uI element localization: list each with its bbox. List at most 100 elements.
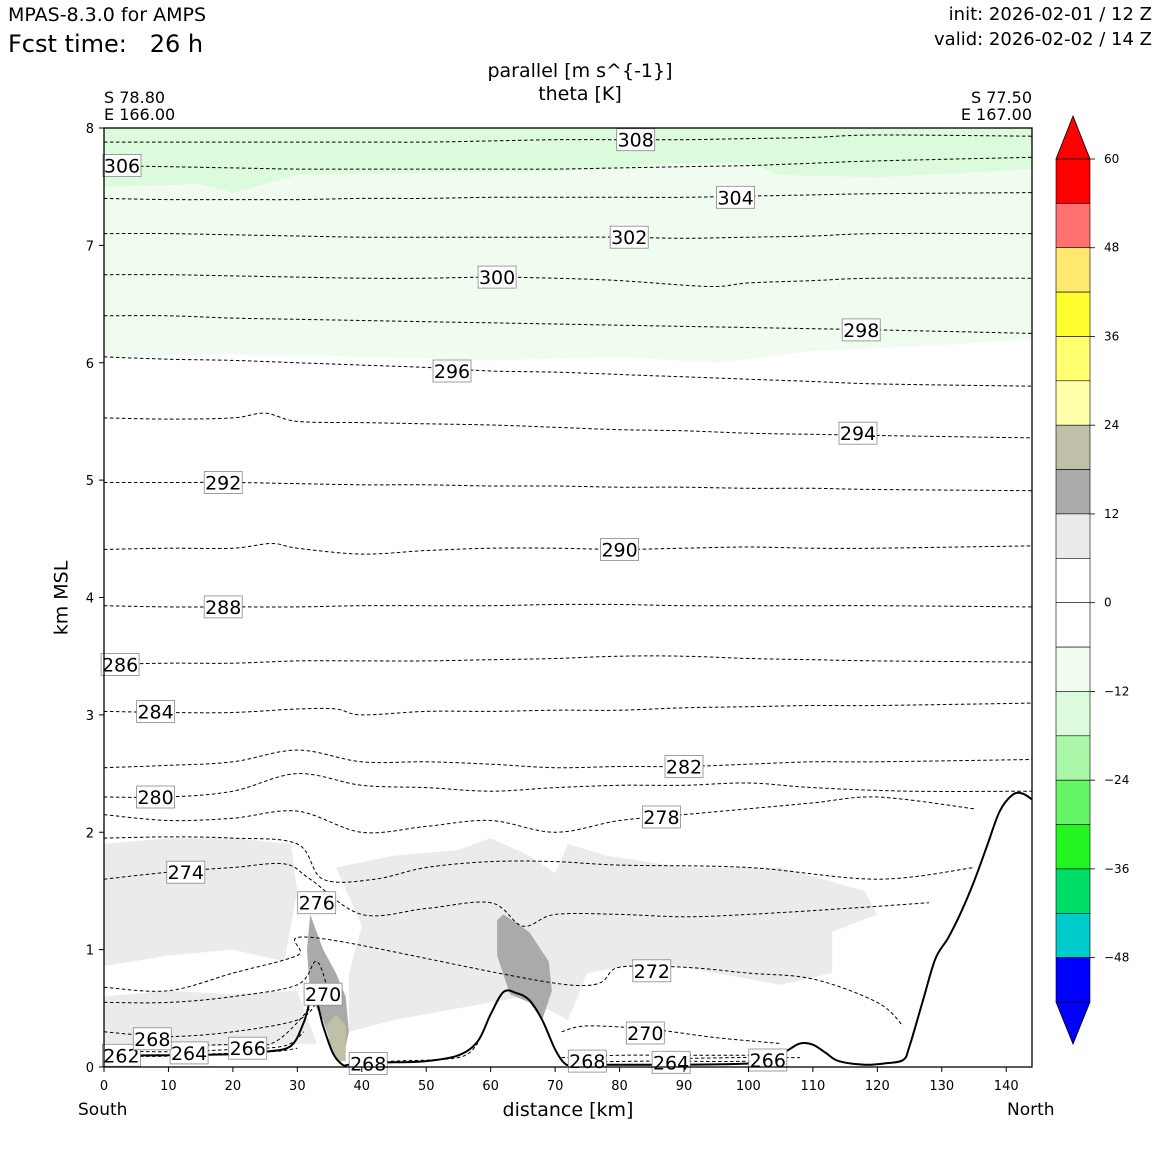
theta-contour-282 (104, 749, 1032, 769)
x-tick-label: 140 (994, 1079, 1019, 1094)
contour-label: 300 (479, 267, 515, 289)
contour-label: 266 (750, 1050, 786, 1072)
y-tick-label: 0 (86, 1061, 94, 1076)
y-tick-label: 6 (86, 357, 94, 372)
contour-label-box (348, 1052, 388, 1075)
x-tick-label: 90 (676, 1079, 693, 1094)
start-latitude: S 78.80 (104, 88, 166, 107)
theta-contour-298 (104, 315, 1032, 334)
contour-label: 266 (230, 1038, 266, 1060)
contour-label-box (132, 1027, 172, 1051)
plot-title-parallel: parallel [m s^{-1}] (487, 60, 673, 82)
contour-label-box (716, 185, 755, 209)
contour-label: 294 (840, 423, 876, 445)
theta-contour-302 (104, 232, 1032, 239)
wind-fill-region (104, 838, 298, 967)
contour-label: 298 (843, 320, 879, 342)
colorbar-bin (1055, 469, 1091, 515)
colorbar-tick-label: 60 (1104, 152, 1119, 166)
x-tick-label: 50 (418, 1079, 435, 1094)
colorbar-tick-label: −48 (1104, 951, 1129, 965)
contour-label-box (136, 700, 176, 723)
x-tick-label: 40 (354, 1079, 371, 1094)
end-latitude: S 77.50 (970, 88, 1032, 107)
contour-label-box (169, 1041, 209, 1065)
theta-contour-308 (104, 134, 1032, 143)
y-tick-label: 7 (86, 239, 94, 254)
x-axis-label: distance [km] (502, 1099, 634, 1121)
x-tick-label: 10 (160, 1079, 177, 1094)
contour-label-box (609, 225, 649, 249)
colorbar-bin (1055, 957, 1091, 1003)
theta-contour-290 (104, 542, 1032, 555)
contour-label: 268 (569, 1051, 605, 1073)
x-tick-label: 130 (929, 1079, 954, 1094)
contour-label: 292 (205, 473, 241, 495)
contour-label-box (838, 421, 878, 445)
contour-label: 276 (299, 893, 335, 915)
colorbar-bin (1055, 912, 1091, 958)
contour-label: 264 (653, 1052, 689, 1074)
colorbar-bin (1055, 513, 1091, 559)
end-longitude: E 167.00 (960, 105, 1032, 124)
theta-contour-266 (104, 1007, 311, 1048)
contour-label: 286 (102, 654, 138, 676)
wind-fill-layer (104, 128, 1032, 1062)
colorbar-tick-label: 24 (1104, 418, 1119, 432)
contour-label-box (841, 318, 881, 342)
forecast-time-label: Fcst time: (8, 30, 127, 58)
contour-label-box (651, 1050, 691, 1074)
colorbar-under-arrow (1055, 1001, 1091, 1046)
x-tick-label: 0 (100, 1079, 108, 1094)
contour-label-box (477, 265, 517, 289)
x-tick-label: 30 (289, 1079, 306, 1094)
forecast-time: Fcst time: 26 h (8, 32, 203, 56)
contour-label-box (136, 785, 176, 809)
theta-contour-284 (104, 702, 1032, 716)
x-tick-label: 80 (611, 1079, 628, 1094)
north-end-label: North (1007, 1100, 1055, 1120)
contour-label: 282 (666, 757, 702, 779)
contour-label-box (100, 653, 140, 676)
colorbar-tick-label: −24 (1104, 773, 1129, 787)
south-end-label: South (78, 1100, 128, 1120)
colorbar-bin (1055, 779, 1091, 825)
colorbar-bin (1055, 424, 1091, 470)
contour-label: 308 (618, 130, 654, 152)
colorbar-bin (1055, 158, 1091, 204)
x-tick-label: 60 (482, 1079, 499, 1094)
y-tick-label: 5 (86, 474, 94, 489)
theta-contour-layer (104, 134, 1032, 1064)
contour-label: 272 (634, 961, 670, 983)
contour-label-box (600, 538, 639, 561)
contour-label: 262 (103, 1045, 139, 1067)
contour-label-box (432, 359, 472, 383)
init-time: init: 2026-02-01 / 12 Z (948, 4, 1152, 25)
x-axis-ticks: 0 10 20 30 40 50 60 70 80 90 100 110 120 130 140 (100, 1067, 1019, 1094)
contour-label: 306 (104, 156, 140, 178)
theta-contour-274 (104, 862, 929, 927)
contour-label: 268 (350, 1054, 386, 1076)
contour-label-box (102, 1043, 141, 1067)
contour-label-box (642, 805, 681, 829)
theta-contour-306 (104, 156, 1032, 170)
colorbar-bin (1055, 735, 1091, 781)
colorbar-over-arrow (1055, 114, 1091, 160)
colorbar-bin (1055, 291, 1091, 337)
colorbar-tick-label: 12 (1104, 507, 1119, 521)
theta-contour-296 (104, 356, 1032, 387)
theta-contour-280 (104, 773, 1032, 798)
colorbar-bin (1055, 691, 1091, 737)
theta-contour-300 (104, 274, 1032, 288)
x-tick-label: 100 (736, 1079, 761, 1094)
colorbar-bin (1055, 247, 1091, 293)
valid-time: valid: 2026-02-02 / 14 Z (934, 29, 1152, 50)
x-tick-label: 110 (800, 1079, 825, 1094)
start-longitude: E 166.00 (104, 105, 176, 124)
contour-label: 302 (611, 227, 647, 249)
colorbar: 60 48 36 24 12 0 −12 −24 −36 −48 (1055, 114, 1129, 1046)
forecast-time-value: 26 h (149, 30, 204, 58)
colorbar-tick-label: 36 (1104, 329, 1119, 343)
